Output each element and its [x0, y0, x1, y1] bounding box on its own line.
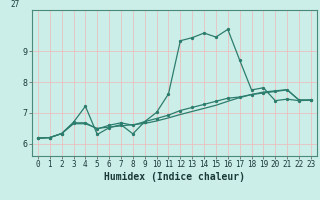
X-axis label: Humidex (Indice chaleur): Humidex (Indice chaleur)	[104, 172, 245, 182]
Text: 27: 27	[11, 0, 20, 9]
